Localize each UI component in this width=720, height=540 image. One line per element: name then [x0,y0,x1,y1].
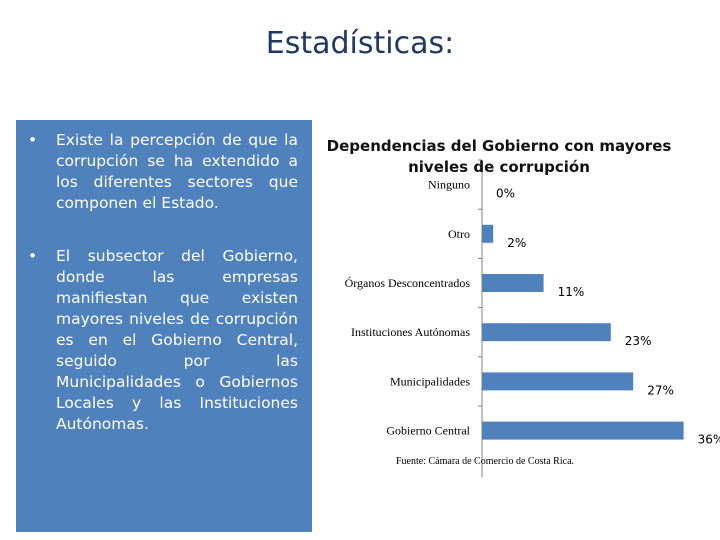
bar [482,274,544,292]
chart-source: Fuente: Cámara de Comercio de Costa Rica… [396,456,575,467]
slide-title: Estadísticas: [265,26,455,61]
bullet-text: El subsector del Gobierno, donde las emp… [56,247,298,433]
bullet-dot: • [28,131,38,149]
bullet-dot: • [28,247,38,265]
bullet-item: • Existe la percepción de que la corrupc… [26,130,298,214]
category-label: Otro [448,227,470,241]
category-label: Gobierno Central [386,424,470,438]
category-label: Órganos Desconcentrados [345,276,471,290]
bar [482,224,494,243]
bullet-item: • El subsector del Gobierno, donde las e… [26,246,298,435]
category-label: Ninguno [428,178,470,192]
value-label: 23% [625,334,652,348]
value-label: 0% [496,187,515,201]
bar-chart: Ninguno 0% Otro 2% Órganos Desconcentrados 11… [345,159,720,478]
chart-area: Ninguno 0% Otro 2% Órganos Desconcentrados 11… [316,120,720,540]
bar [482,372,634,391]
bar [482,323,611,342]
bullet-text: Existe la percepción de que la corrupció… [56,131,298,212]
category-label: Instituciones Autónomas [351,325,470,339]
category-label: Municipalidades [390,374,470,388]
chart-title: Dependencias del Gobierno con mayores ni… [326,137,672,176]
value-label: 11% [558,285,585,299]
value-label: 27% [647,383,674,397]
bar [482,421,684,440]
bullet-panel: • Existe la percepción de que la corrupc… [16,120,312,532]
value-label: 36% [698,433,720,447]
value-label: 2% [507,236,526,250]
